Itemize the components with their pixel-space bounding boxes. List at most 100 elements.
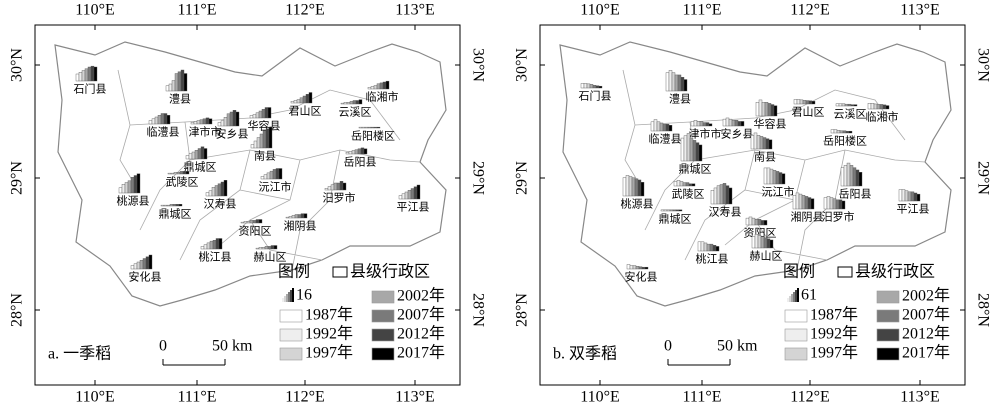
- legend-year: 1992年: [810, 325, 858, 343]
- lon-label-top: 111°E: [178, 2, 217, 19]
- county-chart: [750, 132, 773, 150]
- year-bar: [206, 242, 211, 250]
- year-bar: [725, 185, 730, 205]
- county-chart: [398, 184, 421, 200]
- year-bar: [173, 172, 178, 175]
- county-name: 岳阳县: [344, 156, 377, 169]
- year-bar: [373, 85, 378, 90]
- county-name: 君山区: [792, 106, 825, 119]
- year-bar: [416, 184, 421, 200]
- lat-label-right: 28°N: [469, 293, 486, 327]
- legend-year: 1987年: [810, 306, 858, 324]
- year-bar: [832, 198, 837, 210]
- county-name: 安化县: [129, 270, 162, 284]
- year-bar: [75, 73, 80, 82]
- county-name: 临湘市: [366, 90, 399, 104]
- county-chart: [622, 175, 645, 197]
- year-bar: [699, 121, 704, 127]
- year-bar: [668, 70, 673, 92]
- year-bar: [688, 183, 693, 187]
- lon-label-top: 110°E: [580, 2, 620, 19]
- year-bar: [182, 171, 187, 175]
- year-bar: [839, 130, 844, 134]
- county-name: 汉寿县: [204, 197, 237, 211]
- year-bar: [898, 189, 903, 202]
- year-bar: [163, 113, 168, 125]
- legend-title: 图例: [278, 263, 310, 281]
- year-bar: [635, 266, 640, 270]
- legend-scale-value: 61: [801, 287, 817, 304]
- year-bar: [174, 73, 179, 92]
- county-name: 鼎城区: [659, 213, 692, 226]
- year-bar: [363, 148, 368, 155]
- year-bar: [303, 213, 308, 219]
- year-bar: [763, 220, 768, 226]
- county-name: 平江县: [397, 201, 430, 214]
- legend-year: 1987年: [305, 306, 353, 324]
- year-bar: [130, 265, 135, 270]
- year-bar: [252, 114, 257, 119]
- year-bar: [121, 184, 126, 194]
- year-bar: [810, 198, 815, 210]
- county-name: 津市市: [189, 125, 222, 139]
- year-bar: [264, 246, 269, 250]
- year-bar: [133, 175, 138, 194]
- county-chart: [130, 254, 153, 270]
- year-bar: [677, 74, 682, 92]
- year-bar: [364, 126, 369, 129]
- year-bar: [665, 72, 670, 92]
- legend-scale-bar: [787, 298, 789, 302]
- year-bar: [675, 209, 680, 212]
- year-bar: [632, 265, 637, 270]
- year-bar: [802, 100, 807, 105]
- lat-label-right: 29°N: [974, 161, 991, 195]
- legend-year: 1997年: [305, 344, 353, 362]
- county-chart: [185, 146, 208, 160]
- year-bar: [291, 215, 296, 219]
- county-chart: [650, 119, 673, 132]
- year-bar: [753, 132, 758, 150]
- year-bar: [772, 170, 777, 185]
- legend-year: 2017年: [397, 344, 445, 362]
- year-bar: [850, 104, 855, 107]
- year-bar: [413, 186, 418, 200]
- year-bar: [841, 103, 846, 107]
- county-name: 武陵区: [672, 188, 705, 201]
- year-bar: [167, 172, 172, 175]
- legend-title: 图例: [783, 263, 815, 281]
- year-bar: [870, 103, 875, 110]
- year-bar: [672, 209, 677, 212]
- year-bar: [713, 187, 718, 205]
- year-bar: [305, 94, 310, 104]
- legend-scale-bar: [284, 296, 286, 302]
- county-chart: [665, 70, 688, 92]
- year-bar: [710, 190, 715, 205]
- year-bar: [702, 122, 707, 127]
- year-bar: [761, 102, 766, 117]
- year-bar: [836, 130, 841, 134]
- lon-label-bottom: 113°E: [900, 389, 940, 406]
- year-bar: [807, 197, 812, 210]
- year-bar: [697, 241, 702, 252]
- year-bar: [169, 204, 174, 207]
- county-chart: [755, 99, 778, 117]
- year-bar: [644, 266, 649, 270]
- year-bar: [290, 101, 295, 104]
- year-bar: [876, 104, 881, 110]
- year-bar: [168, 83, 173, 92]
- year-bar: [226, 113, 231, 127]
- year-bar: [846, 162, 851, 187]
- year-bar: [626, 264, 631, 270]
- year-bar: [258, 219, 263, 224]
- county-name: 沅江市: [259, 180, 292, 194]
- year-bar: [249, 220, 254, 224]
- year-bar: [243, 221, 248, 224]
- year-bar: [770, 104, 775, 117]
- county-chart: [792, 192, 815, 210]
- lon-label-bottom: 112°E: [285, 389, 325, 406]
- county-name: 汉寿县: [709, 205, 742, 219]
- county-chart: [358, 126, 381, 129]
- year-bar: [212, 240, 217, 250]
- year-bar: [297, 214, 302, 219]
